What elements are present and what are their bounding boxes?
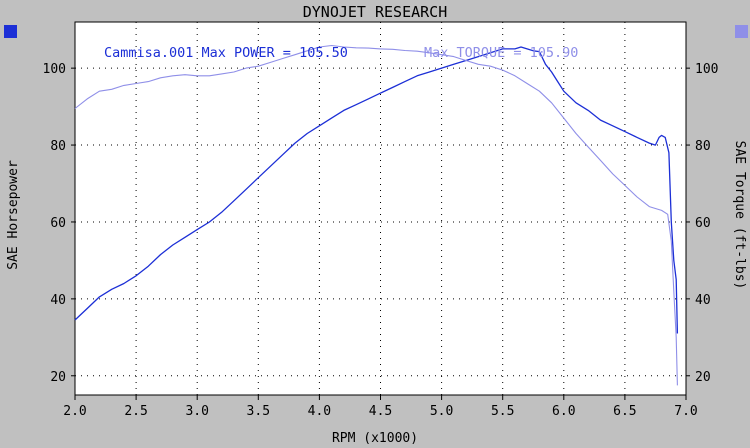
y-right-tick-label: 100: [695, 62, 718, 77]
torque-color-swatch: [735, 25, 748, 38]
y-left-tick-label: 100: [43, 62, 66, 77]
y-axis-right-label: SAE Torque (ft-lbs): [732, 141, 747, 290]
x-tick-label: 3.0: [185, 404, 208, 419]
axis-ticks: 2.0 2.5 3.0 3.5 4.0 4.5 5.0 5.5 6.0 6.5 7.0 20 40 60 8…: [43, 62, 719, 419]
series-lines: [74, 44, 679, 386]
x-tick-label: 4.5: [369, 404, 392, 419]
y-left-tick-label: 40: [50, 293, 66, 308]
x-tick-label: 6.0: [552, 404, 575, 419]
x-tick-label: 7.0: [674, 404, 697, 419]
y-axis-left-label: SAE Horsepower: [6, 160, 21, 270]
y-right-tick-label: 40: [695, 293, 711, 308]
x-tick-label: 3.5: [247, 404, 270, 419]
grid: [75, 22, 686, 395]
legend-power-text: Cammisa.001 Max POWER = 105.50: [104, 45, 348, 61]
y-left-tick-label: 60: [50, 216, 66, 231]
y-left-tick-label: 80: [50, 139, 66, 154]
y-left-tick-label: 20: [50, 370, 66, 385]
x-tick-label: 2.0: [63, 404, 86, 419]
y-right-tick-label: 60: [695, 216, 711, 231]
y-right-tick-label: 20: [695, 370, 711, 385]
x-tick-label: 5.5: [491, 404, 514, 419]
x-tick-label: 6.5: [613, 404, 636, 419]
x-tick-label: 4.0: [308, 404, 331, 419]
power-color-swatch: [4, 25, 17, 38]
torque-series-line: [74, 44, 678, 386]
y-right-tick-label: 80: [695, 139, 711, 154]
chart-title: DYNOJET RESEARCH: [303, 3, 448, 21]
x-axis-label: RPM (x1000): [332, 431, 418, 446]
power-series-line: [74, 46, 679, 334]
x-tick-label: 2.5: [124, 404, 147, 419]
x-tick-label: 5.0: [430, 404, 453, 419]
legend-torque-text: Max TORQUE = 105.90: [424, 45, 578, 61]
